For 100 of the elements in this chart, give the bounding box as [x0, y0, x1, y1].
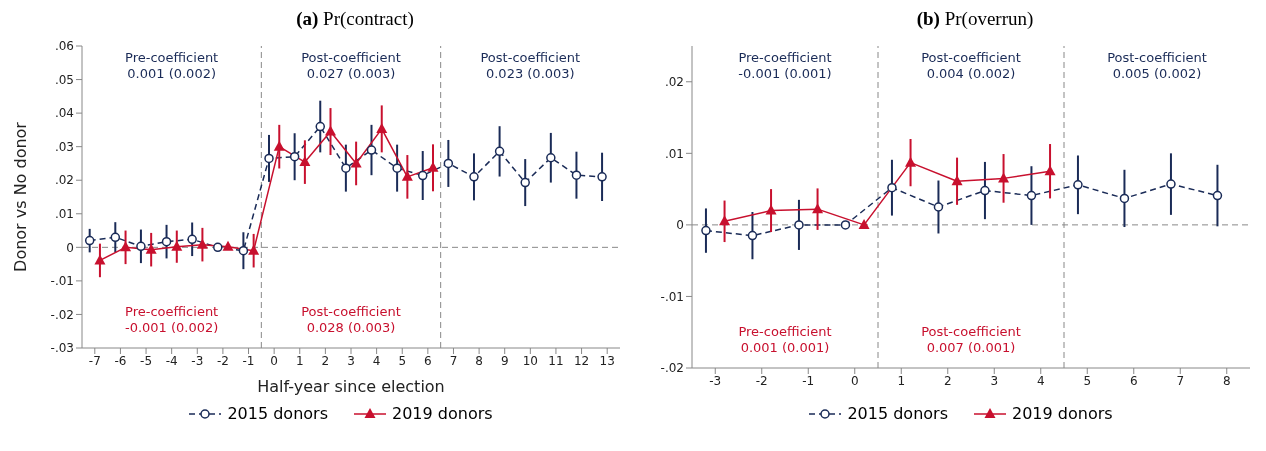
x-tick-label: 12 — [573, 353, 590, 368]
x-tick-label: -4 — [165, 353, 178, 368]
point — [998, 172, 1010, 183]
x-tick-label: 1 — [295, 353, 304, 368]
point — [1166, 179, 1176, 189]
x-tick-label: -2 — [755, 373, 768, 388]
point — [222, 240, 234, 251]
point — [494, 146, 505, 157]
point — [110, 232, 121, 243]
x-axis-title: Half-year since election — [257, 377, 445, 396]
annotation: Post-coefficient 0.023 (0.003) — [479, 50, 582, 82]
point — [1119, 193, 1130, 204]
point — [520, 177, 530, 188]
x-tick-label: 3 — [990, 373, 999, 388]
y-tick-label: .01 — [664, 146, 684, 161]
point — [417, 170, 428, 181]
annotation: Post-coefficient 0.004 (0.002) — [920, 50, 1022, 82]
point — [597, 172, 607, 182]
x-tick-label: 7 — [449, 353, 458, 368]
point — [120, 241, 132, 252]
annotation: Pre-coefficient 0.001 (0.001) — [737, 324, 833, 356]
x-tick-label: -3 — [709, 373, 722, 388]
legend-label: 2019 donors — [1011, 404, 1113, 423]
point — [905, 156, 917, 167]
point — [858, 218, 870, 229]
point — [1073, 180, 1083, 190]
y-tick-label: -.03 — [50, 341, 74, 356]
point — [171, 240, 183, 251]
x-tick-label: -5 — [140, 353, 153, 368]
y-tick-label: -.01 — [660, 289, 684, 304]
point — [315, 121, 326, 132]
point — [341, 163, 351, 173]
point — [951, 175, 963, 186]
point — [571, 170, 582, 180]
x-tick-label: 0 — [270, 353, 278, 368]
y-tick-label: .06 — [54, 39, 74, 54]
point — [401, 170, 413, 181]
x-tick-label: -7 — [88, 353, 101, 368]
x-tick-label: 7 — [1176, 373, 1185, 388]
x-tick-label: 4 — [372, 353, 381, 368]
y-tick-label: 0 — [676, 218, 684, 233]
x-tick-label: -1 — [242, 353, 255, 368]
x-tick-label: 13 — [599, 353, 615, 368]
point — [136, 241, 146, 252]
y-tick-label: .04 — [54, 106, 74, 121]
annotation: Post-coefficient 0.005 (0.002) — [1106, 50, 1208, 82]
y-tick-label: -.02 — [660, 361, 684, 376]
x-tick-label: 8 — [1222, 373, 1231, 388]
x-tick-label: -1 — [802, 373, 815, 388]
point — [933, 202, 944, 212]
point — [443, 158, 454, 169]
annotation: Post-coefficient 0.028 (0.003) — [300, 304, 402, 336]
point — [747, 230, 758, 241]
point — [325, 125, 336, 136]
y-tick-label: -.02 — [50, 307, 74, 322]
x-tick-label: -6 — [114, 353, 127, 368]
x-tick-label: 1 — [897, 373, 906, 388]
point — [1212, 190, 1223, 201]
point — [145, 243, 157, 254]
x-tick-label: 6 — [424, 353, 432, 368]
y-tick-label: .02 — [664, 75, 684, 90]
annotation: Post-coefficient 0.027 (0.003) — [300, 50, 402, 82]
point — [376, 122, 388, 133]
point — [765, 204, 777, 215]
annotation: Pre-coefficient -0.001 (0.002) — [123, 304, 220, 336]
point — [94, 254, 106, 265]
annotation: Post-coefficient 0.007 (0.001) — [920, 324, 1022, 356]
point — [794, 220, 804, 230]
x-tick-label: 2 — [943, 373, 952, 388]
y-axis-title: Donor vs No donor — [10, 121, 30, 272]
x-tick-label: 3 — [347, 353, 355, 368]
point — [213, 242, 223, 253]
x-tick-label: 5 — [1083, 373, 1092, 388]
x-tick-label: -3 — [191, 353, 204, 368]
point — [187, 234, 197, 245]
y-tick-label: .03 — [54, 139, 74, 154]
x-tick-label: 8 — [475, 353, 483, 368]
point — [812, 203, 824, 214]
y-tick-label: .01 — [54, 207, 74, 222]
legend-label: 2015 donors — [846, 404, 948, 423]
point — [719, 215, 731, 226]
x-tick-label: 11 — [548, 353, 564, 368]
point — [887, 182, 897, 193]
point — [84, 235, 95, 246]
point — [289, 151, 300, 162]
point — [392, 163, 402, 173]
point — [980, 185, 990, 196]
point — [1044, 165, 1056, 176]
point — [161, 236, 172, 247]
x-tick-label: -2 — [216, 353, 229, 368]
y-tick-label: -.01 — [50, 274, 74, 289]
chart-title: (a) Pr(contract) — [295, 8, 415, 31]
legend-label: 2015 donors — [226, 404, 328, 423]
y-tick-label: .05 — [54, 72, 74, 87]
annotation: Pre-coefficient 0.001 (0.002) — [124, 50, 220, 82]
point — [366, 145, 377, 155]
point — [1026, 190, 1037, 201]
chart-title: (b) Pr(overrun) — [915, 8, 1035, 31]
point — [546, 152, 556, 163]
x-tick-label: 4 — [1036, 373, 1045, 388]
